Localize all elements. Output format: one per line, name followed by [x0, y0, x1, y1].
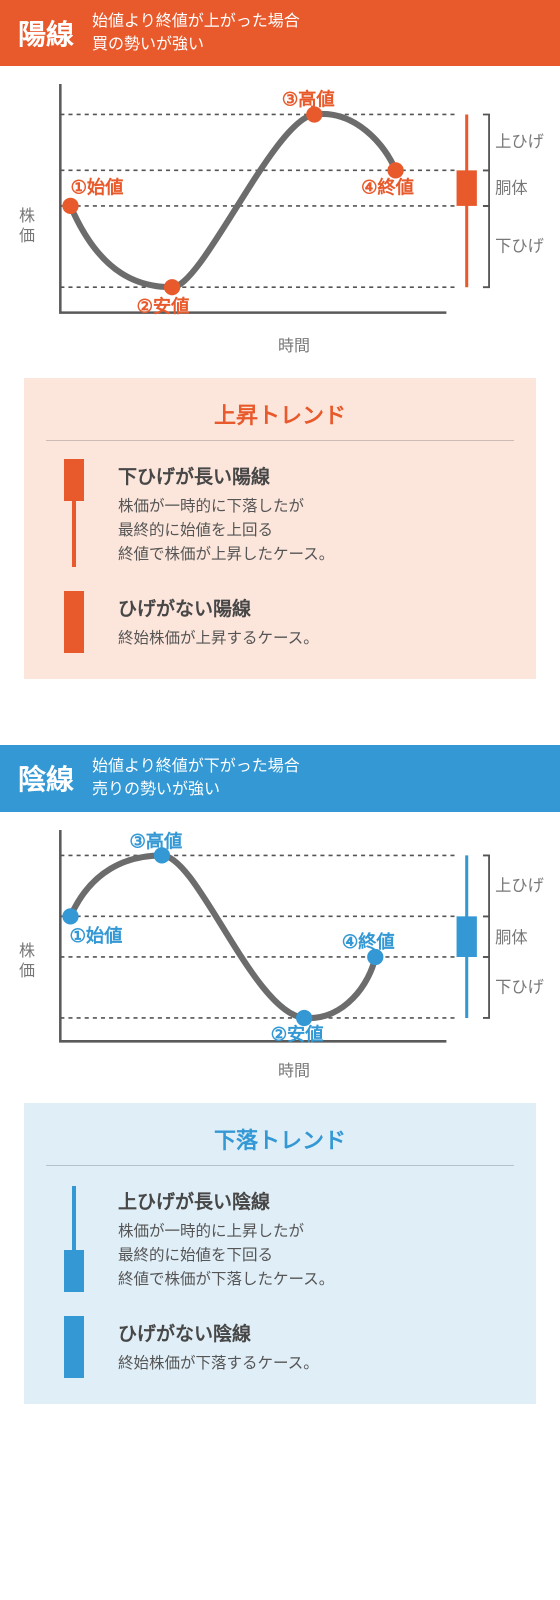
yosen-chart: 株価 ①始値 ②安値 ③高値 ④終値: [0, 66, 560, 378]
trend-item: ひげがない陽線 終始株価が上昇するケース。: [46, 587, 514, 657]
insen-desc: 始値より終値が下がった場合 売りの勢いが強い: [92, 755, 300, 801]
svg-text:①始値: ①始値: [70, 177, 123, 198]
trend-item-body: 株価が一時的に下落したが 最終的に始値を上回る 終値で株価が上昇したケース。: [118, 495, 514, 567]
trend-item-head: ひげがない陽線: [118, 594, 514, 621]
svg-text:③高値: ③高値: [129, 830, 182, 851]
svg-text:胴体: 胴体: [495, 180, 528, 198]
candle-long-upper-wick-icon: [46, 1184, 102, 1294]
trend-item: 下ひげが長い陽線 株価が一時的に下落したが 最終的に始値を上回る 終値で株価が上…: [46, 459, 514, 569]
insen-chart-svg: ①始値 ③高値 ②安値 ④終値 上ひげ 胴体 下ひげ: [40, 830, 548, 1054]
yosen-trend-box: 上昇トレンド 下ひげが長い陽線 株価が一時的に下落したが 最終的に始値を上回る …: [24, 378, 536, 679]
x-axis-label: 時間: [40, 1057, 548, 1081]
y-axis-label: 株価: [12, 207, 36, 247]
svg-text:下ひげ: 下ひげ: [495, 238, 544, 256]
yosen-desc: 始値より終値が上がった場合 買の勢いが強い: [92, 10, 300, 56]
trend-item-head: 上ひげが長い陰線: [118, 1187, 514, 1214]
svg-text:②安値: ②安値: [271, 1023, 324, 1044]
svg-text:上ひげ: 上ひげ: [495, 877, 544, 895]
svg-text:胴体: 胴体: [495, 928, 528, 946]
trend-item-head: 下ひげが長い陽線: [118, 462, 514, 489]
svg-text:②安値: ②安値: [137, 296, 190, 317]
trend-item: ひげがない陰線 終始株価が下落するケース。: [46, 1312, 514, 1382]
insen-chart: 株価 ①始値 ③高値 ②安値 ④終値: [0, 812, 560, 1104]
svg-text:③高値: ③高値: [282, 89, 335, 110]
yosen-trend-title: 上昇トレンド: [46, 398, 514, 441]
insen-header: 陰線 始値より終値が下がった場合 売りの勢いが強い: [0, 745, 560, 811]
yosen-section: 陽線 始値より終値が上がった場合 買の勢いが強い 株価: [0, 0, 560, 679]
insen-trend-box: 下落トレンド 上ひげが長い陰線 株価が一時的に上昇したが 最終的に始値を下回る …: [24, 1103, 536, 1404]
candle-long-lower-wick-icon: [46, 459, 102, 569]
candle-no-wick-icon: [46, 587, 102, 657]
svg-text:④終値: ④終値: [361, 177, 414, 198]
trend-item-body: 終始株価が上昇するケース。: [118, 627, 514, 651]
trend-item-head: ひげがない陰線: [118, 1319, 514, 1346]
candle-no-wick-icon: [46, 1312, 102, 1382]
yosen-header: 陽線 始値より終値が上がった場合 買の勢いが強い: [0, 0, 560, 66]
trend-item-body: 株価が一時的に上昇したが 最終的に始値を下回る 終値で株価が下落したケース。: [118, 1220, 514, 1292]
yosen-title: 陽線: [18, 13, 74, 53]
yosen-chart-svg: ①始値 ②安値 ③高値 ④終値 上ひげ 胴体 下ひげ: [40, 84, 548, 328]
trend-item: 上ひげが長い陰線 株価が一時的に上昇したが 最終的に始値を下回る 終値で株価が下…: [46, 1184, 514, 1294]
svg-text:④終値: ④終値: [342, 930, 395, 951]
insen-title: 陰線: [18, 758, 74, 798]
trend-item-body: 終始株価が下落するケース。: [118, 1352, 514, 1376]
svg-text:①始値: ①始値: [69, 924, 122, 945]
insen-section: 陰線 始値より終値が下がった場合 売りの勢いが強い 株価 ①始値 ③高値: [0, 745, 560, 1404]
svg-text:上ひげ: 上ひげ: [495, 133, 544, 151]
y-axis-label: 株価: [12, 942, 36, 982]
svg-text:下ひげ: 下ひげ: [495, 978, 544, 996]
insen-trend-title: 下落トレンド: [46, 1123, 514, 1166]
x-axis-label: 時間: [40, 332, 548, 356]
